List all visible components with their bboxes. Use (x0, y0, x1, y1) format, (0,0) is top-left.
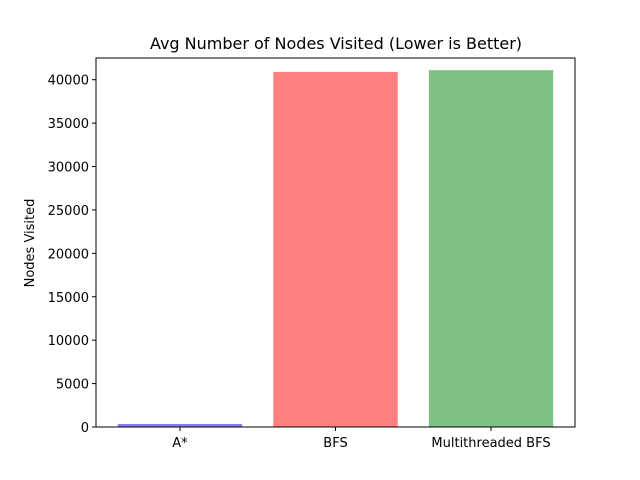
bar-bfs (273, 71, 398, 428)
y-tick-label: 10000 (48, 334, 89, 349)
plot-frame (95, 57, 576, 428)
y-ticks-group: 0 5000 10000 15000 20000 25000 30000 35000 40000 (48, 74, 96, 436)
y-axis-label: Nodes Visited (23, 199, 38, 288)
bar-multithreaded-bfs (428, 70, 554, 427)
y-tick-label: 5000 (56, 378, 89, 393)
y-tick-label: 15000 (48, 291, 89, 306)
chart-title: Avg Number of Nodes Visited (Lower is Be… (150, 34, 522, 53)
y-tick-label: 40000 (48, 74, 89, 89)
x-tick-label: Multithreaded BFS (431, 436, 550, 451)
y-tick-label: 20000 (48, 247, 89, 262)
y-tick-label: 35000 (48, 117, 89, 132)
y-tick-label: 30000 (48, 161, 89, 176)
y-tick-label: 25000 (48, 204, 89, 219)
y-tick-label: 0 (81, 421, 89, 436)
x-tick-label: A* (172, 436, 188, 451)
bar-a (117, 423, 243, 427)
x-tick-label: BFS (323, 436, 347, 451)
bars-group (117, 70, 554, 428)
x-ticks-group: A* BFS Multithreaded BFS (172, 427, 551, 451)
